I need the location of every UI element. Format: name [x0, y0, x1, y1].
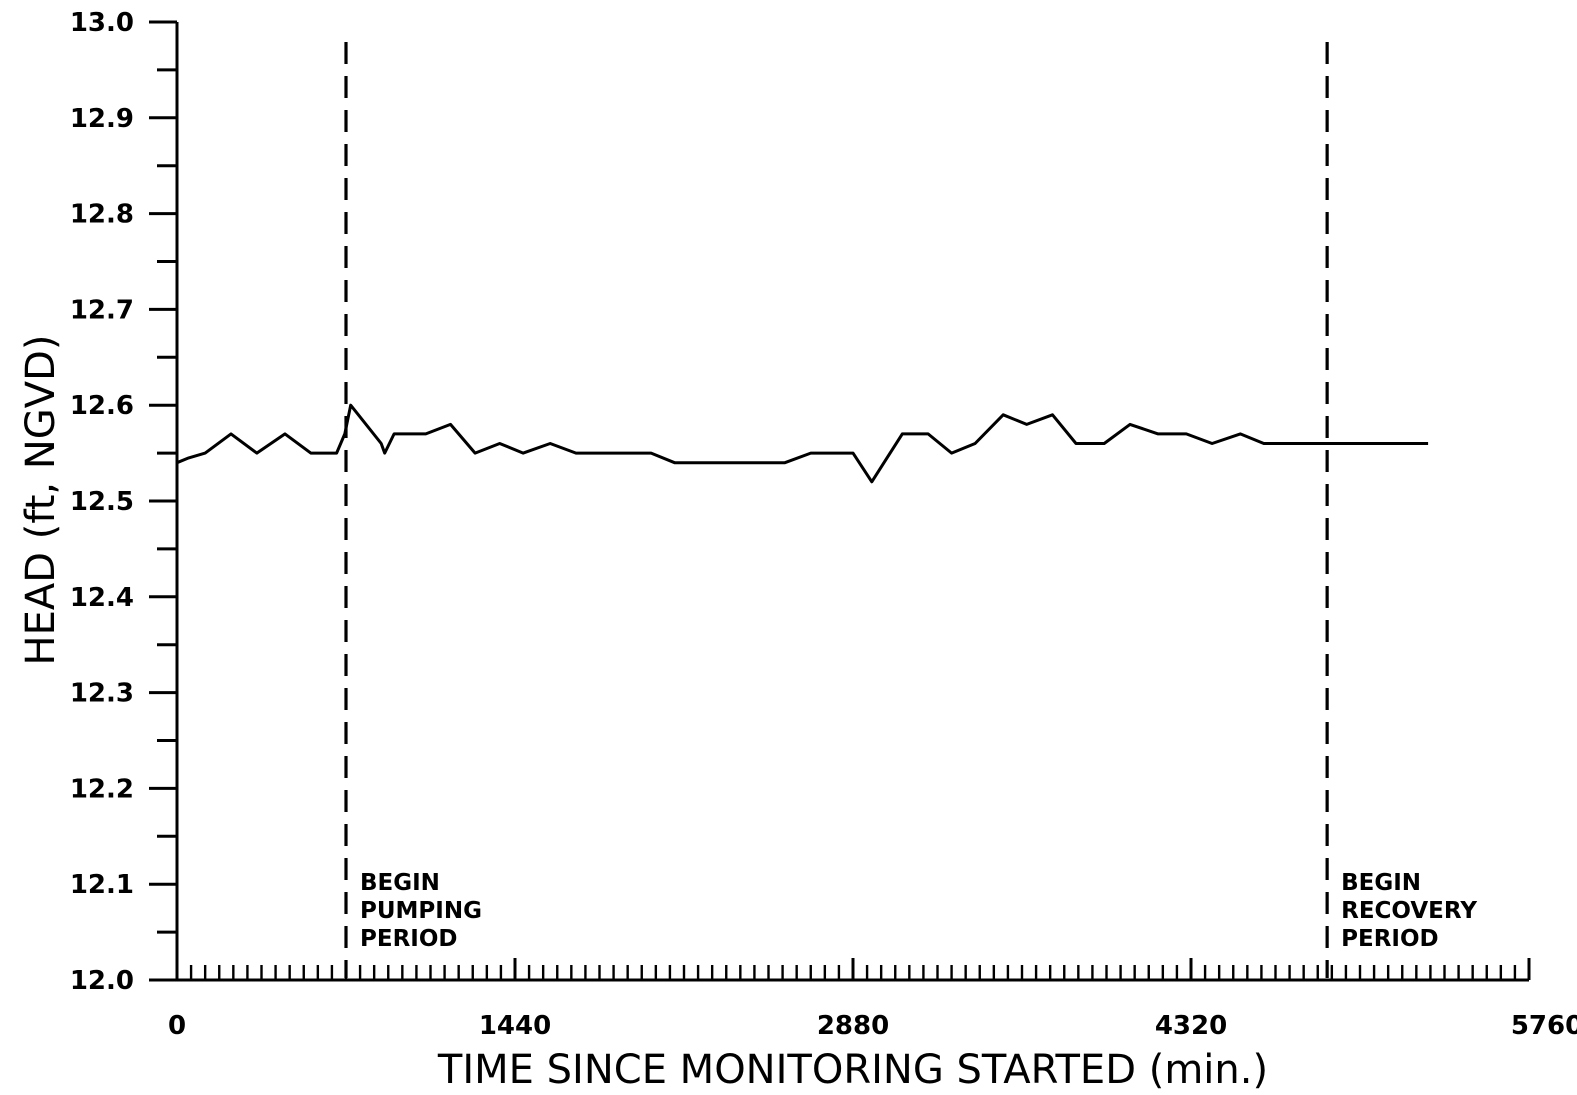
y-tick-label: 12.1 — [70, 870, 134, 900]
period-marker-label: RECOVERY — [1341, 898, 1477, 924]
axes — [175, 22, 1529, 982]
x-tick-label: 4320 — [1155, 1011, 1227, 1041]
y-tick-label: 12.5 — [70, 487, 134, 517]
y-tick-label: 12.9 — [70, 104, 134, 134]
x-tick-label: 5760 — [1511, 1011, 1577, 1041]
y-tick-labels: 12.0 12.1 12.2 12.3 12.4 12.5 12.6 12.7 12.8 12.9… — [70, 8, 134, 996]
minor-ticks — [149, 20, 1531, 982]
period-marker-label: BEGIN — [1341, 870, 1421, 896]
y-tick-label: 12.8 — [70, 200, 134, 230]
y-tick-label: 13.0 — [70, 8, 134, 38]
x-tick-label: 2880 — [817, 1011, 889, 1041]
x-axis-label: TIME SINCE MONITORING STARTED (min.) — [437, 1047, 1268, 1093]
series-line — [176, 403, 1429, 484]
x-tick-label: 0 — [168, 1011, 186, 1041]
period-marker-label: BEGIN — [360, 870, 440, 896]
y-tick-label: 12.4 — [70, 583, 134, 613]
y-tick-label: 12.3 — [70, 679, 134, 709]
y-tick-label: 12.7 — [70, 295, 134, 325]
x-tick-labels: 0 1440 2880 4320 5760 — [168, 1011, 1577, 1041]
period-marker-label: PUMPING — [360, 898, 482, 924]
period-marker-label: PERIOD — [360, 926, 457, 952]
x-tick-label: 1440 — [479, 1011, 551, 1041]
period-marker-label: PERIOD — [1341, 926, 1438, 952]
y-tick-label: 12.6 — [70, 391, 134, 421]
y-tick-label: 12.0 — [70, 966, 134, 996]
y-tick-label: 12.2 — [70, 774, 134, 804]
y-axis-label: HEAD (ft, NGVD) — [18, 334, 64, 665]
series-group — [176, 403, 1429, 484]
